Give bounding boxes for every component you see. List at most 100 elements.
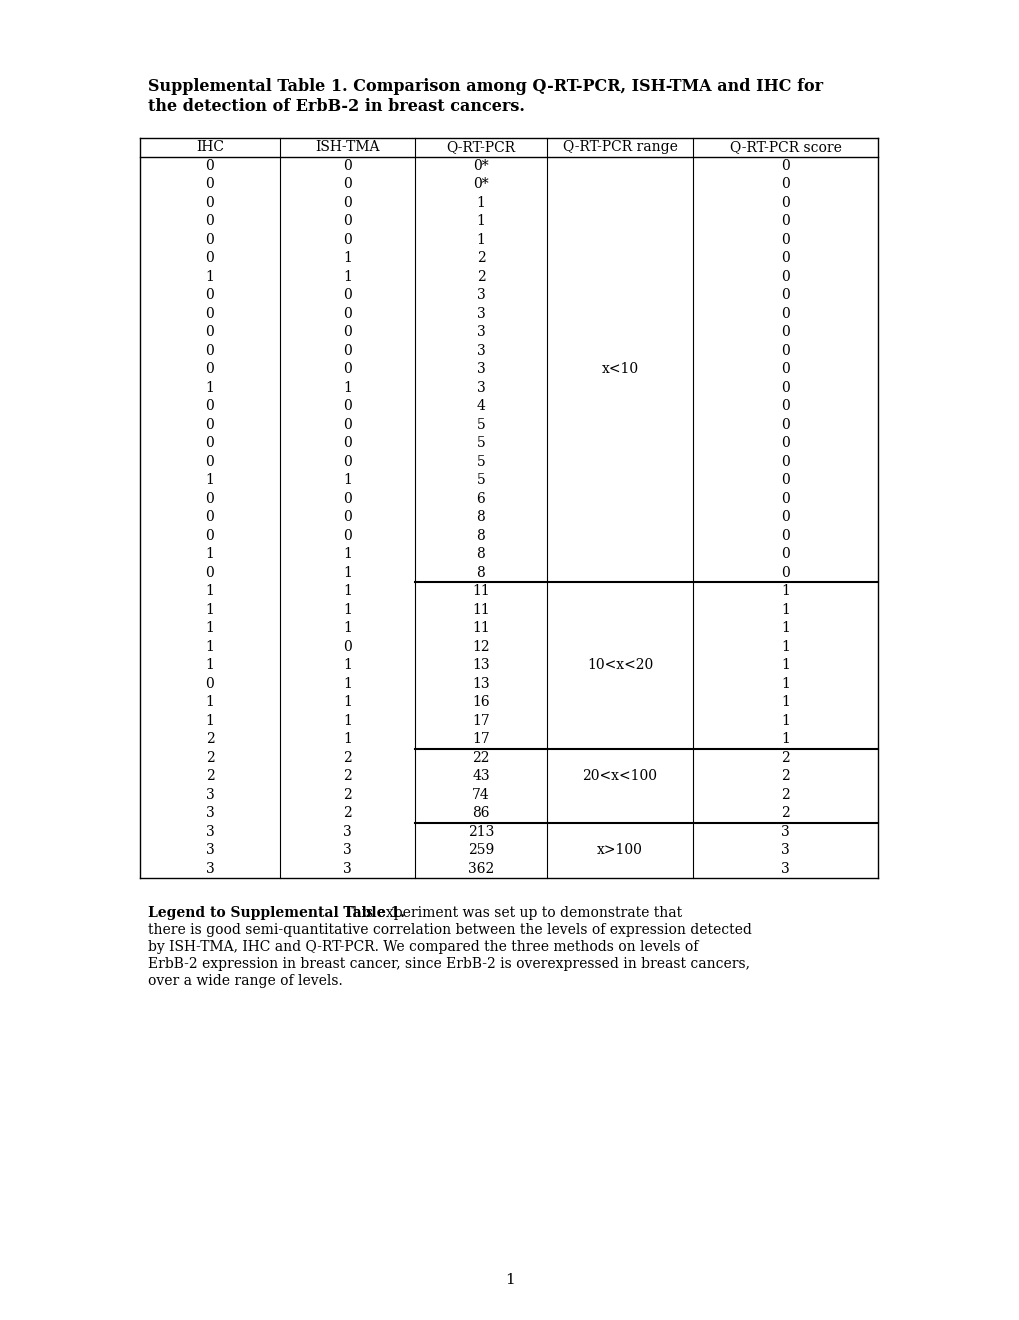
Text: 13: 13 [472, 659, 489, 672]
Text: 1: 1 [342, 696, 352, 709]
Text: 0: 0 [342, 511, 352, 524]
Text: 0: 0 [342, 306, 352, 321]
Text: 2: 2 [781, 751, 789, 764]
Text: 1: 1 [206, 380, 214, 395]
Text: 2: 2 [781, 770, 789, 783]
Text: 12: 12 [472, 640, 489, 653]
Text: 0: 0 [781, 288, 789, 302]
Text: 1: 1 [342, 585, 352, 598]
Text: 0: 0 [342, 640, 352, 653]
Text: 16: 16 [472, 696, 489, 709]
Text: 0: 0 [781, 511, 789, 524]
Text: 3: 3 [476, 325, 485, 339]
Text: 0: 0 [781, 306, 789, 321]
Text: 3: 3 [476, 288, 485, 302]
Text: 3: 3 [781, 825, 789, 838]
Text: 1: 1 [476, 195, 485, 210]
Text: 1: 1 [342, 474, 352, 487]
Text: IHC: IHC [196, 140, 224, 154]
Text: 0: 0 [206, 214, 214, 228]
Text: 1: 1 [504, 1272, 515, 1287]
Text: 0: 0 [781, 269, 789, 284]
Text: 0: 0 [781, 548, 789, 561]
Text: 213: 213 [468, 825, 493, 838]
Text: x<10: x<10 [601, 362, 638, 376]
Text: 1: 1 [781, 714, 789, 727]
Text: 0: 0 [206, 288, 214, 302]
Text: 0: 0 [781, 380, 789, 395]
Text: 0: 0 [781, 362, 789, 376]
Text: 2: 2 [206, 733, 214, 746]
Text: 362: 362 [468, 862, 493, 875]
Text: 1: 1 [781, 733, 789, 746]
Text: by ISH-TMA, IHC and Q-RT-PCR. We compared the three methods on levels of: by ISH-TMA, IHC and Q-RT-PCR. We compare… [148, 940, 698, 954]
Text: 0: 0 [342, 417, 352, 432]
Text: 0: 0 [206, 511, 214, 524]
Text: 0: 0 [206, 158, 214, 173]
Text: 20<x<100: 20<x<100 [582, 770, 657, 783]
Text: 0: 0 [781, 529, 789, 543]
Text: 10<x<20: 10<x<20 [586, 659, 652, 672]
Text: 3: 3 [342, 825, 352, 838]
Text: 0: 0 [206, 399, 214, 413]
Text: 0: 0 [342, 436, 352, 450]
Text: This experiment was set up to demonstrate that: This experiment was set up to demonstrat… [338, 906, 681, 920]
Text: 1: 1 [206, 603, 214, 616]
Text: 74: 74 [472, 788, 489, 801]
Text: 1: 1 [206, 585, 214, 598]
Text: 1: 1 [342, 677, 352, 690]
Text: 2: 2 [342, 770, 352, 783]
Text: 1: 1 [206, 474, 214, 487]
Text: 2: 2 [206, 751, 214, 764]
Text: 5: 5 [476, 417, 485, 432]
Text: 0: 0 [342, 399, 352, 413]
Text: 2: 2 [476, 269, 485, 284]
Text: 0: 0 [206, 436, 214, 450]
Text: 8: 8 [476, 548, 485, 561]
Text: Supplemental Table 1. Comparison among Q-RT-PCR, ISH-TMA and IHC for: Supplemental Table 1. Comparison among Q… [148, 78, 822, 95]
Text: 17: 17 [472, 733, 489, 746]
Text: 3: 3 [781, 862, 789, 875]
Text: 0: 0 [781, 214, 789, 228]
Text: 0: 0 [206, 529, 214, 543]
Text: 0: 0 [342, 455, 352, 469]
Text: 1: 1 [342, 566, 352, 579]
Text: 1: 1 [342, 603, 352, 616]
Text: 1: 1 [476, 214, 485, 228]
Text: 0: 0 [781, 492, 789, 506]
Text: 1: 1 [781, 696, 789, 709]
Text: 17: 17 [472, 714, 489, 727]
Text: 11: 11 [472, 622, 489, 635]
Text: 5: 5 [476, 436, 485, 450]
Text: 0: 0 [781, 158, 789, 173]
Text: 0: 0 [342, 288, 352, 302]
Text: 0: 0 [781, 436, 789, 450]
Text: 5: 5 [476, 474, 485, 487]
Text: the detection of ErbB-2 in breast cancers.: the detection of ErbB-2 in breast cancer… [148, 98, 525, 115]
Text: 2: 2 [342, 788, 352, 801]
Text: 0: 0 [781, 474, 789, 487]
Text: over a wide range of levels.: over a wide range of levels. [148, 974, 342, 987]
Text: 0: 0 [781, 177, 789, 191]
Text: 86: 86 [472, 807, 489, 820]
Text: 1: 1 [781, 659, 789, 672]
Text: 1: 1 [342, 251, 352, 265]
Text: 1: 1 [781, 585, 789, 598]
Text: 0: 0 [342, 492, 352, 506]
Text: 2: 2 [476, 251, 485, 265]
Text: 1: 1 [206, 640, 214, 653]
Text: Q-RT-PCR score: Q-RT-PCR score [729, 140, 841, 154]
Text: 0: 0 [342, 362, 352, 376]
Text: 0: 0 [206, 417, 214, 432]
Text: 1: 1 [781, 677, 789, 690]
Text: 5: 5 [476, 455, 485, 469]
Text: 1: 1 [206, 622, 214, 635]
Text: 0: 0 [781, 399, 789, 413]
Text: ErbB-2 expression in breast cancer, since ErbB-2 is overexpressed in breast canc: ErbB-2 expression in breast cancer, sinc… [148, 957, 749, 972]
Text: 0: 0 [781, 232, 789, 247]
Text: 1: 1 [781, 622, 789, 635]
Text: 1: 1 [342, 622, 352, 635]
Text: 0: 0 [342, 214, 352, 228]
Text: 0: 0 [781, 343, 789, 358]
Text: 8: 8 [476, 566, 485, 579]
